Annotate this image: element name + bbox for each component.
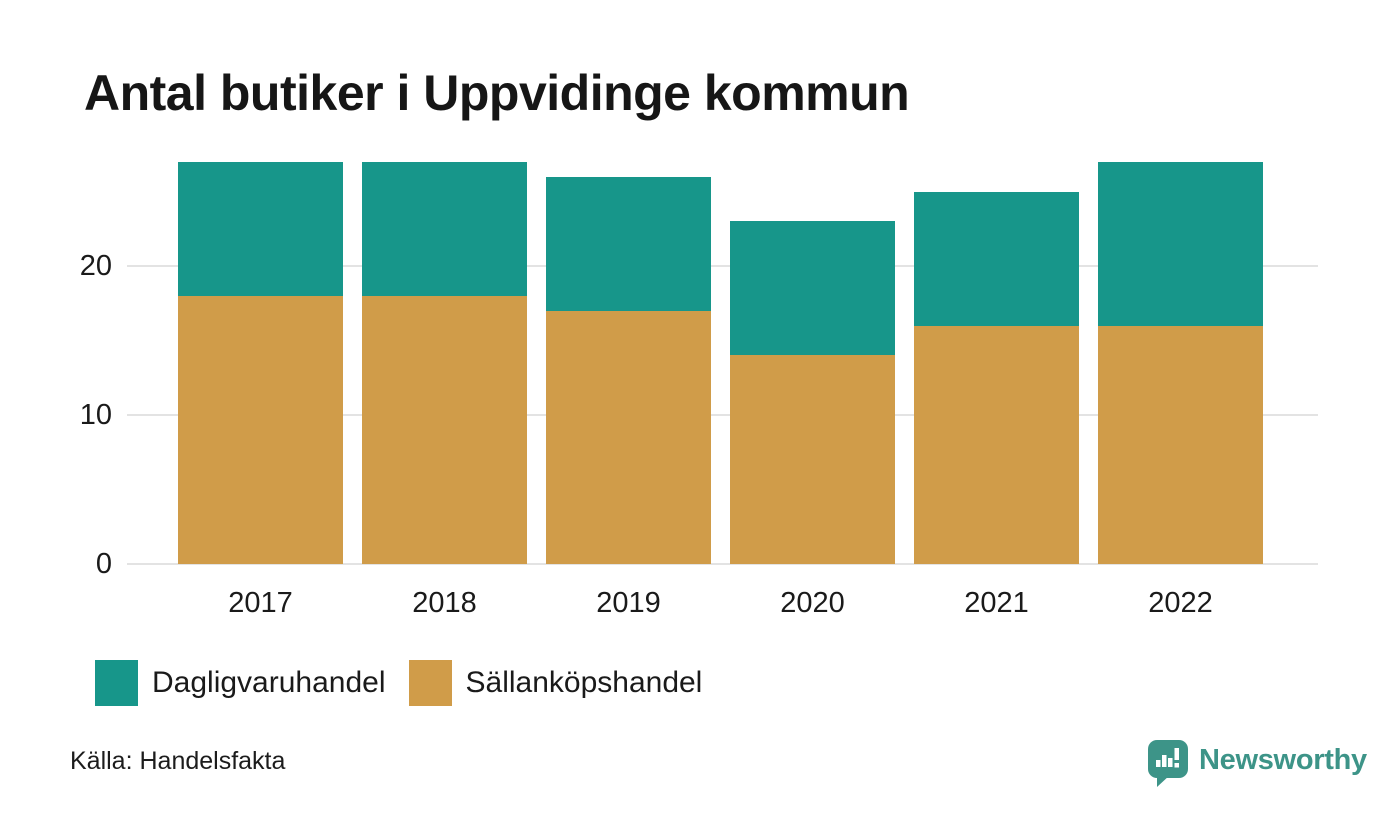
bar-2022-dagligvaruhandel — [1098, 161, 1263, 326]
bar-2020-dagligvaruhandel — [730, 221, 895, 356]
chart-legend: Dagligvaruhandel Sällanköpshandel — [95, 660, 702, 706]
newsworthy-speech-bubble-chart-icon — [1148, 740, 1188, 787]
y-axis-tick-label: 10 — [79, 399, 112, 431]
logo-mini-bar-1 — [1156, 760, 1161, 767]
bar-2018-sällanköpshandel — [362, 295, 527, 564]
bar-2019-dagligvaruhandel — [546, 176, 711, 311]
source-note: Källa: Handelsfakta — [70, 747, 286, 775]
bar-2022-sällanköpshandel — [1098, 325, 1263, 564]
gridline-y-10 — [127, 414, 1318, 416]
y-axis-tick-label: 0 — [95, 548, 112, 580]
x-axis-tick-label-2017: 2017 — [228, 587, 293, 619]
bar-2018-dagligvaruhandel — [362, 161, 527, 296]
x-axis-tick-label-2021: 2021 — [964, 587, 1029, 619]
legend-item-sällanköpshandel: Sällanköpshandel — [408, 660, 703, 706]
x-axis-tick-label-2022: 2022 — [1148, 587, 1213, 619]
legend-item-dagligvaruhandel: Dagligvaruhandel — [95, 660, 386, 706]
legend-label: Sällanköpshandel — [465, 666, 703, 699]
x-axis-tick-label-2018: 2018 — [412, 587, 477, 619]
logo-mini-bar-3 — [1168, 758, 1173, 767]
gridline-y-20 — [127, 265, 1318, 267]
legend-swatch-sällanköpshandel — [408, 660, 452, 706]
bar-2017-sällanköpshandel — [178, 295, 343, 564]
bar-2020-sällanköpshandel — [730, 355, 895, 564]
brand-lockup: Newsworthy — [1148, 740, 1367, 788]
chart-title: Antal butiker i Uppvidinge kommun — [84, 65, 910, 121]
brand-name: Newsworthy — [1199, 744, 1367, 776]
y-axis-tick-label: 20 — [79, 250, 112, 282]
bar-2021-dagligvaruhandel — [914, 191, 1079, 326]
logo-mini-bar-2 — [1162, 755, 1167, 767]
gridline-y-0 — [127, 563, 1318, 565]
x-axis-tick-label-2019: 2019 — [596, 587, 661, 619]
logo-exclamation-stroke — [1174, 748, 1179, 760]
bar-2019-sällanköpshandel — [546, 310, 711, 564]
logo-exclamation-dot — [1174, 763, 1179, 768]
legend-label: Dagligvaruhandel — [152, 666, 386, 699]
bar-2021-sällanköpshandel — [914, 325, 1079, 564]
x-axis-tick-label-2020: 2020 — [780, 587, 845, 619]
legend-swatch-dagligvaruhandel — [95, 660, 138, 706]
bar-2017-dagligvaruhandel — [178, 161, 343, 296]
